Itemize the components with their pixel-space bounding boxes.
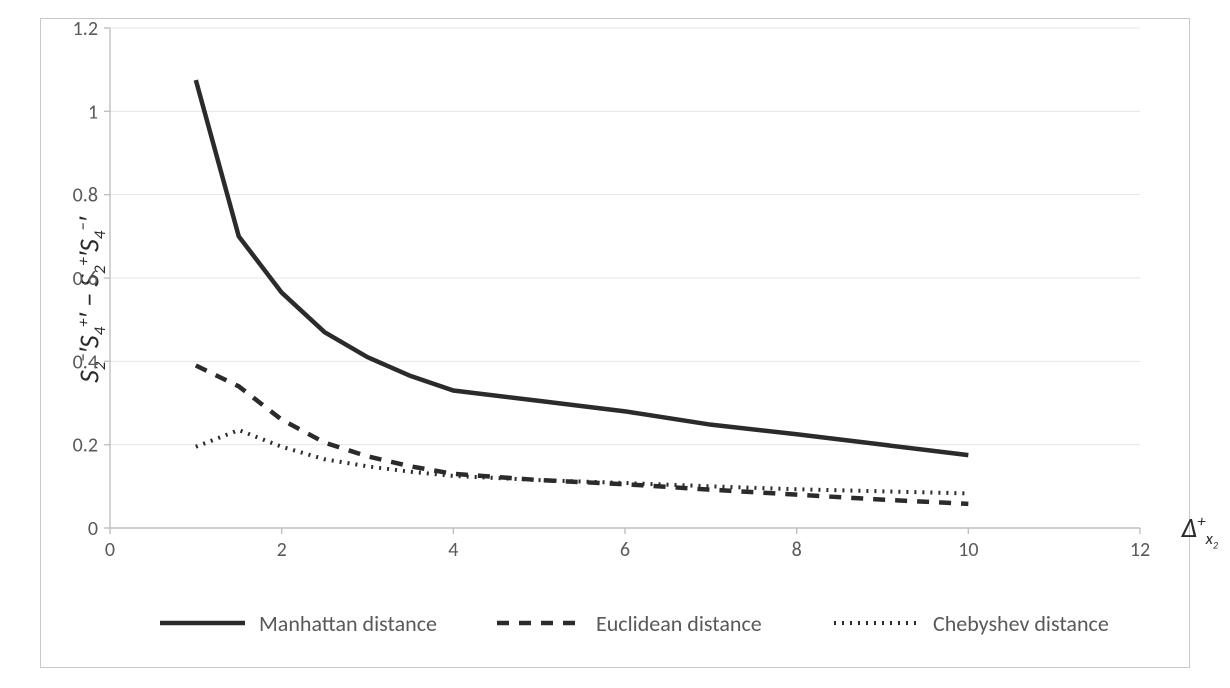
tick-labels: 0 2 4 6 8 10 12 0 0.2 0.4 0.6 0.8 1 1.2	[73, 18, 1150, 562]
legend: Manhattan distance Euclidean distance Cheb…	[160, 610, 1109, 637]
y-tick-label: 1	[88, 100, 98, 124]
series-euclidean	[196, 366, 969, 504]
y-tick-label: 0.2	[73, 434, 98, 458]
x-tick-label: 2	[277, 538, 287, 562]
x-tick-label: 0	[105, 538, 115, 562]
y-tick-label: 1.2	[73, 18, 98, 41]
legend-label: Manhattan distance	[259, 610, 437, 637]
legend-label: Euclidean distance	[596, 610, 762, 637]
x-tick-label: 6	[620, 538, 630, 562]
x-tick-label: 10	[958, 538, 978, 562]
x-tick-label: 4	[448, 538, 458, 562]
series-manhattan	[196, 80, 969, 455]
gridlines	[110, 28, 1140, 528]
series-group	[196, 80, 969, 504]
y-tick-label: 0.8	[73, 184, 98, 208]
legend-label: Chebyshev distance	[933, 610, 1109, 637]
x-tick-label: 8	[792, 538, 802, 562]
line-chart: 0 2 4 6 8 10 12 0 0.2 0.4 0.6 0.8 1 1.2 Manhattan dis…	[40, 18, 1190, 668]
y-tick-label: 0	[88, 517, 98, 541]
x-tick-label: 12	[1130, 538, 1150, 562]
y-tick-label: 0.4	[73, 350, 98, 374]
y-tick-label: 0.6	[73, 267, 98, 291]
